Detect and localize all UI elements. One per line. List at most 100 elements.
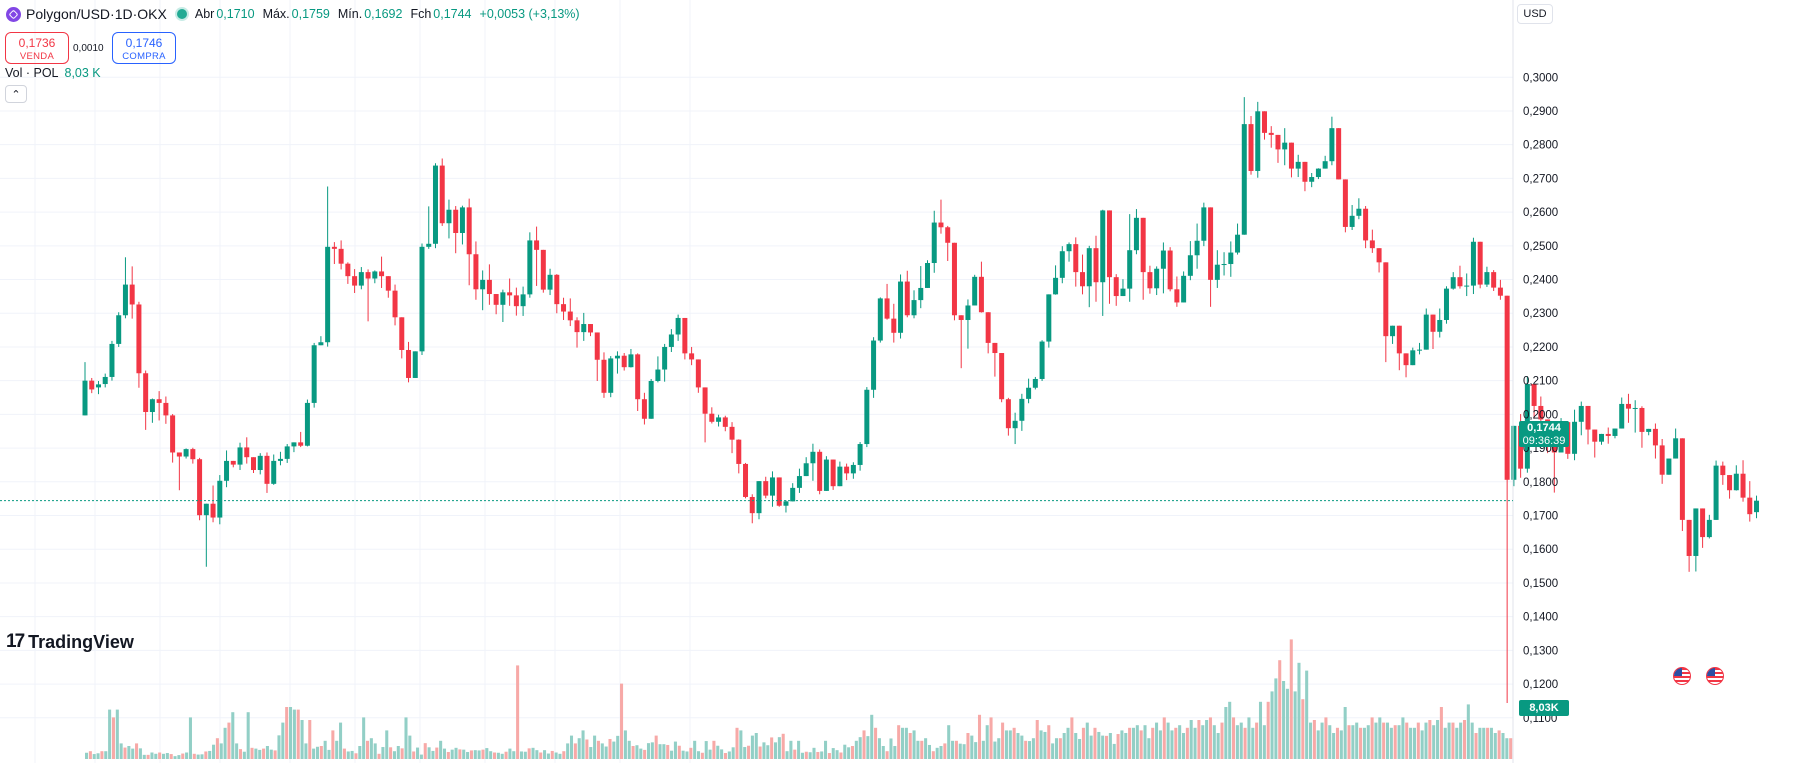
volume-bar [997, 738, 1001, 759]
volume-bar [1266, 701, 1270, 759]
candle-body [736, 439, 742, 464]
currency-selector[interactable]: USD [1517, 4, 1553, 24]
volume-bar [208, 750, 212, 759]
volume-bar [1120, 730, 1124, 759]
candle-body [945, 227, 951, 243]
candle-body [406, 349, 412, 378]
candle-body [365, 272, 371, 279]
tradingview-logo[interactable]: 17 TradingView [6, 631, 134, 653]
symbol-name[interactable]: Polygon/USD [26, 6, 111, 22]
candle-body [1160, 250, 1166, 269]
volume-bar [481, 749, 485, 759]
buy-button[interactable]: 0,1746 COMPRA [112, 32, 176, 64]
candle-body [1268, 132, 1274, 135]
volume-bar [1351, 725, 1355, 759]
us-flag-icon[interactable] [1706, 667, 1724, 685]
volume-bar [1312, 720, 1316, 759]
volume-bar [581, 730, 585, 759]
volume-bar [920, 740, 924, 759]
volume-bar [700, 752, 704, 759]
volume-bar [250, 747, 254, 759]
candle-body [1720, 465, 1726, 476]
volume-bar [1389, 727, 1393, 759]
candle-body [325, 246, 331, 343]
volume-bar [123, 747, 127, 759]
volume-bar [539, 752, 543, 759]
candle-body [210, 503, 216, 518]
volume-bar [989, 717, 993, 759]
candle-body [1342, 179, 1348, 227]
candle-body [648, 381, 654, 419]
open-label: Abr [194, 7, 215, 21]
candle-body [419, 246, 425, 352]
volume-bar [1216, 733, 1220, 759]
candle-body [1437, 319, 1443, 332]
candle-body [1086, 248, 1092, 287]
volume-bar [877, 738, 881, 759]
candle-body [264, 455, 270, 484]
volume-bar [462, 749, 466, 759]
volume-bar [812, 747, 816, 759]
volume-bar [419, 754, 423, 759]
candle-body [1551, 443, 1557, 453]
candle-body [1167, 250, 1173, 290]
volume-bar [1285, 688, 1289, 759]
change-value: +0,0053 (+3,13%) [479, 7, 580, 21]
volume-bar [1228, 701, 1232, 759]
volume-bar [681, 750, 685, 759]
candle-body [1275, 134, 1281, 150]
volume-bar [1081, 727, 1085, 759]
volume-bar [1459, 722, 1463, 759]
volume-bar [977, 714, 982, 759]
candle-body [527, 240, 533, 295]
volume-bar [96, 753, 100, 759]
volume-bar [1278, 660, 1282, 759]
candle-body [453, 209, 459, 234]
candle-body [1706, 519, 1712, 538]
volume-bar [1474, 733, 1478, 759]
volume-bar [731, 747, 735, 759]
volume-bar [947, 725, 951, 759]
candle-body [82, 380, 88, 416]
volume-bar [1054, 738, 1059, 759]
candle-body [931, 222, 937, 264]
candle-body [271, 460, 277, 484]
volume-bar [1305, 670, 1309, 759]
volume-bar [377, 753, 381, 759]
sell-label: VENDA [19, 51, 55, 62]
market-status-icon[interactable] [176, 9, 187, 19]
volume-bar [1193, 727, 1197, 759]
candle-body [1295, 161, 1301, 169]
volume-bar [412, 751, 416, 759]
candle-body [594, 332, 600, 360]
us-flag-icon[interactable] [1673, 667, 1691, 685]
volume-bar [793, 749, 797, 759]
candle-body [331, 246, 337, 249]
candle-body [1396, 325, 1402, 354]
candle-body [1026, 387, 1032, 399]
volume-bar [1189, 720, 1193, 759]
collapse-legend-button[interactable]: ⌃ [5, 85, 27, 103]
interval[interactable]: 1D [114, 6, 133, 22]
volume-bar [454, 747, 458, 759]
volume-bar [781, 733, 785, 759]
volume-legend[interactable]: Vol · POL 8,03 K [5, 66, 101, 80]
candle-body [1619, 403, 1625, 429]
candle-body [95, 384, 101, 388]
volume-bar [716, 745, 720, 759]
volume-bar [1455, 727, 1459, 759]
candle-body [823, 459, 829, 491]
volume-bar [1047, 725, 1051, 759]
candle-body [1248, 124, 1254, 171]
candle-body [729, 426, 735, 440]
volume-bar [1489, 727, 1493, 759]
candle-body [1504, 295, 1510, 480]
price-tick-label: 0,1500 [1523, 578, 1558, 590]
volume-bar [227, 722, 231, 759]
volume-bar [439, 740, 443, 759]
sell-button[interactable]: 0,1736 VENDA [5, 32, 69, 64]
volume-bar [1024, 740, 1028, 759]
volume-bar [1462, 720, 1467, 759]
exchange[interactable]: OKX [137, 6, 167, 22]
